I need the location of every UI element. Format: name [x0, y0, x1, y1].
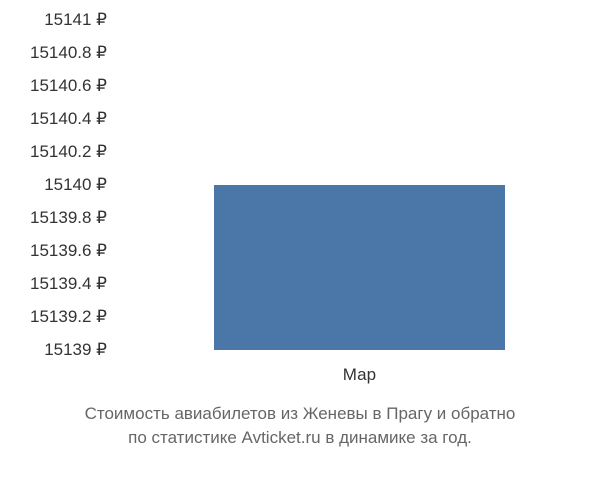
x-axis-label: Мар: [343, 365, 376, 385]
y-tick-label: 15140.6 ₽: [30, 76, 107, 96]
y-tick-label: 15139.8 ₽: [30, 208, 107, 228]
chart-caption: Стоимость авиабилетов из Женевы в Прагу …: [0, 402, 600, 450]
chart-container: 15141 ₽ 15140.8 ₽ 15140.6 ₽ 15140.4 ₽ 15140.…: [0, 0, 600, 390]
caption-line2: по статистике Avticket.ru в динамике за …: [128, 428, 472, 447]
y-tick-label: 15140.8 ₽: [30, 43, 107, 63]
y-tick-label: 15140.2 ₽: [30, 142, 107, 162]
bar: [214, 185, 505, 350]
y-tick-label: 15139.4 ₽: [30, 274, 107, 294]
y-axis: 15141 ₽15140.8 ₽15140.6 ₽15140.4 ₽15140.…: [0, 20, 115, 350]
caption-line1: Стоимость авиабилетов из Женевы в Прагу …: [85, 404, 516, 423]
y-tick-label: 15141 ₽: [44, 10, 107, 30]
y-tick-label: 15139.6 ₽: [30, 241, 107, 261]
y-tick-label: 15140.4 ₽: [30, 109, 107, 129]
y-tick-label: 15139.2 ₽: [30, 307, 107, 327]
plot-area: [115, 20, 585, 350]
y-tick-label: 15140 ₽: [44, 175, 107, 195]
y-tick-label: 15139 ₽: [44, 340, 107, 360]
